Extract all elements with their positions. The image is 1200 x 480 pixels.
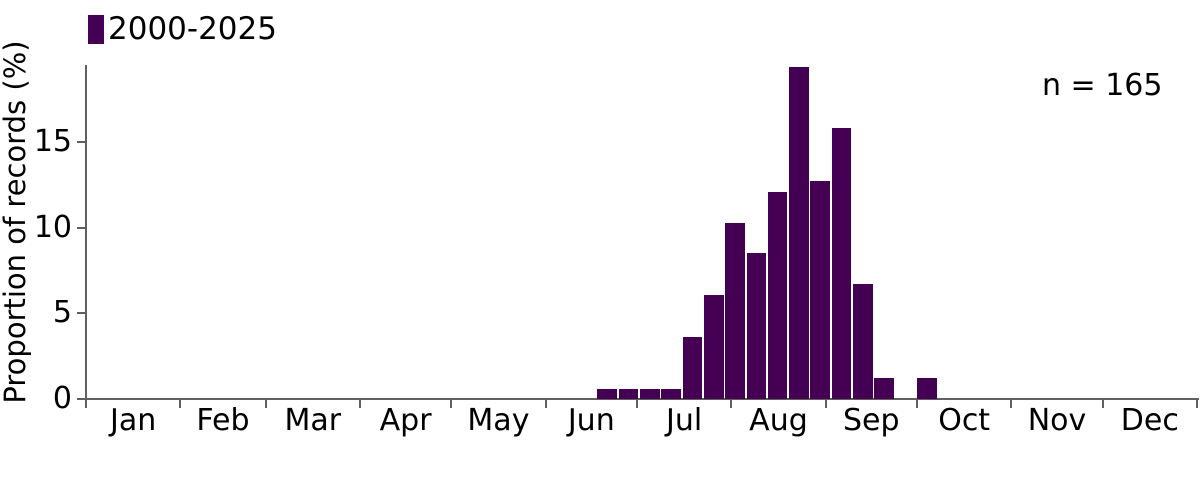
x-tick (179, 400, 182, 408)
x-tick-label: Jan (110, 403, 157, 438)
bar (618, 388, 639, 399)
x-tick-label: Feb (196, 403, 250, 438)
x-tick-label: Oct (938, 403, 991, 438)
y-tick-label: 10 (33, 209, 72, 245)
x-tick (730, 400, 733, 408)
x-tick-label: Jun (567, 403, 615, 438)
x-tick (1196, 400, 1198, 408)
x-tick (358, 400, 361, 408)
x-axis-line (84, 398, 1199, 400)
x-tick (264, 400, 267, 408)
bar (597, 388, 618, 399)
bar (703, 294, 724, 399)
bar (640, 388, 660, 399)
y-tick-label: 0 (52, 381, 72, 416)
legend-label: 2000-2025 (108, 11, 277, 47)
y-tick (77, 226, 85, 229)
x-tick (635, 400, 638, 408)
legend-swatch (88, 15, 104, 44)
x-tick-label: Nov (1027, 403, 1087, 438)
y-tick-label: 5 (52, 295, 72, 331)
bar (917, 378, 937, 399)
bar (874, 378, 895, 399)
bar (789, 66, 809, 399)
x-tick (85, 400, 87, 408)
x-tick-label: Apr (379, 403, 432, 438)
x-tick (450, 400, 453, 408)
x-tick-label: Aug (749, 403, 808, 438)
y-tick (77, 141, 85, 144)
bar (725, 222, 745, 399)
x-tick-label: Sep (843, 403, 900, 438)
x-tick-label: Mar (284, 403, 342, 438)
bar (853, 284, 873, 399)
x-tick (544, 400, 547, 408)
x-tick (915, 400, 918, 408)
y-tick (77, 312, 85, 315)
bar (810, 181, 831, 399)
legend: 2000-2025 (88, 13, 277, 46)
sample-size-annotation: n = 165 (1042, 68, 1163, 103)
x-tick-label: Jul (666, 403, 703, 438)
x-tick (1101, 400, 1104, 408)
y-axis-line (85, 65, 87, 401)
y-tick-label: 15 (33, 124, 72, 160)
bar (682, 337, 703, 399)
bar (831, 128, 852, 399)
bar (746, 253, 767, 399)
bar (661, 388, 681, 399)
x-tick-label: Dec (1120, 403, 1179, 438)
x-tick-label: May (467, 403, 530, 438)
y-tick (77, 398, 85, 400)
x-tick (1010, 400, 1013, 408)
bar (767, 191, 788, 399)
x-tick (824, 400, 827, 408)
